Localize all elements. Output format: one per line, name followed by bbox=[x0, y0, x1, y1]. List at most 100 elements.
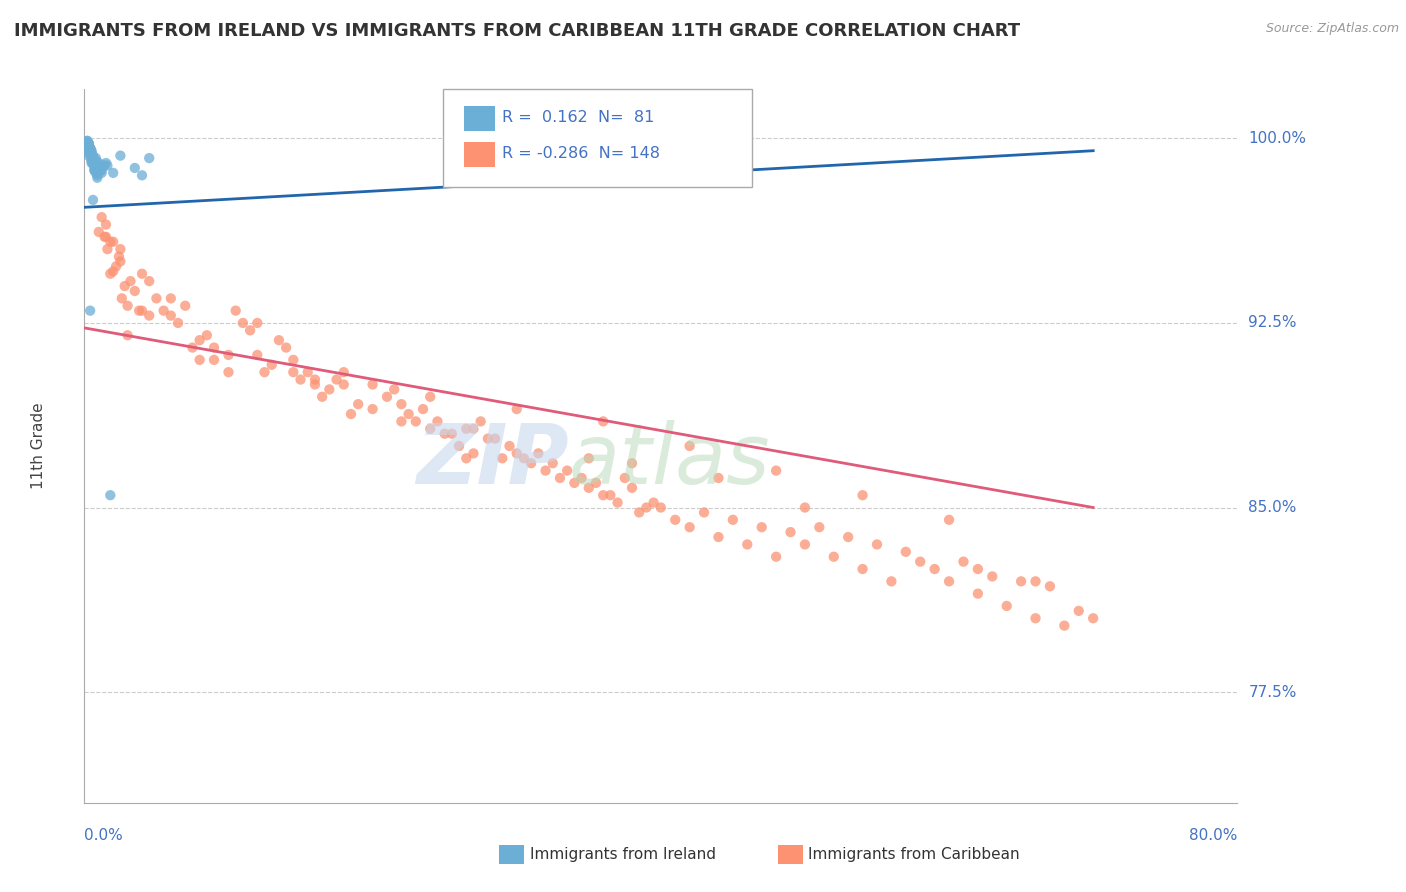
Point bbox=[167, 316, 190, 330]
Point bbox=[117, 328, 139, 343]
Text: Immigrants from Ireland: Immigrants from Ireland bbox=[530, 847, 716, 862]
Point bbox=[571, 471, 593, 485]
Point bbox=[794, 537, 817, 551]
Point bbox=[90, 166, 112, 180]
Point bbox=[86, 170, 108, 185]
Point bbox=[80, 153, 103, 168]
Point bbox=[361, 377, 384, 392]
Point bbox=[405, 414, 427, 428]
Point bbox=[318, 383, 340, 397]
Point bbox=[267, 333, 290, 347]
Point bbox=[693, 505, 716, 519]
Point bbox=[225, 303, 247, 318]
Point bbox=[412, 402, 434, 417]
Point bbox=[347, 397, 370, 411]
Point bbox=[260, 358, 283, 372]
Point bbox=[463, 446, 485, 460]
Point bbox=[995, 599, 1018, 613]
Point bbox=[283, 352, 305, 367]
Point bbox=[84, 159, 107, 173]
Point bbox=[82, 156, 104, 170]
Point bbox=[952, 555, 974, 569]
Point bbox=[276, 341, 298, 355]
Point bbox=[128, 303, 150, 318]
Point bbox=[837, 530, 859, 544]
Point bbox=[79, 146, 101, 161]
Point bbox=[152, 303, 174, 318]
Point bbox=[419, 422, 441, 436]
Point bbox=[239, 323, 262, 337]
Point bbox=[80, 153, 103, 168]
Point bbox=[333, 377, 356, 392]
Point bbox=[721, 513, 744, 527]
Point bbox=[84, 161, 107, 175]
Point bbox=[80, 148, 103, 162]
Point bbox=[80, 146, 103, 161]
Point bbox=[86, 169, 108, 183]
Point bbox=[110, 254, 132, 268]
Text: R =  0.162  N=  81: R = 0.162 N= 81 bbox=[502, 111, 654, 125]
Point bbox=[779, 525, 801, 540]
Point bbox=[246, 348, 269, 362]
Point bbox=[82, 156, 104, 170]
Point bbox=[160, 309, 183, 323]
Point bbox=[96, 159, 118, 173]
Point bbox=[174, 299, 197, 313]
Point bbox=[80, 148, 103, 162]
Point bbox=[1039, 579, 1062, 593]
Point bbox=[664, 513, 686, 527]
Point bbox=[91, 159, 114, 173]
Point bbox=[87, 156, 110, 170]
Point bbox=[87, 161, 110, 175]
Point bbox=[449, 439, 471, 453]
Text: 85.0%: 85.0% bbox=[1249, 500, 1296, 515]
Point bbox=[585, 475, 607, 490]
Point bbox=[87, 225, 110, 239]
Point bbox=[924, 562, 946, 576]
Point bbox=[94, 218, 117, 232]
Point bbox=[232, 316, 254, 330]
Point bbox=[852, 562, 875, 576]
Point bbox=[82, 193, 104, 207]
Point bbox=[880, 574, 903, 589]
Point bbox=[89, 163, 111, 178]
Point bbox=[145, 291, 167, 305]
Point bbox=[1083, 611, 1105, 625]
Point bbox=[340, 407, 363, 421]
Point bbox=[82, 148, 104, 162]
Point bbox=[218, 348, 240, 362]
Point bbox=[1053, 618, 1076, 632]
Point bbox=[246, 316, 269, 330]
Point bbox=[548, 471, 571, 485]
Point bbox=[520, 456, 543, 470]
Point bbox=[470, 414, 492, 428]
Point bbox=[83, 163, 105, 178]
Point bbox=[621, 456, 644, 470]
Text: 11th Grade: 11th Grade bbox=[31, 402, 46, 490]
Point bbox=[82, 156, 104, 170]
Point bbox=[77, 136, 100, 151]
Point bbox=[79, 141, 101, 155]
Point bbox=[463, 422, 485, 436]
Point bbox=[382, 383, 405, 397]
Point bbox=[513, 451, 536, 466]
Point bbox=[77, 138, 100, 153]
Point bbox=[1025, 611, 1047, 625]
Point bbox=[117, 299, 139, 313]
Point bbox=[84, 166, 107, 180]
Point bbox=[398, 407, 420, 421]
Point bbox=[578, 481, 600, 495]
Point bbox=[103, 235, 124, 249]
Point bbox=[555, 464, 578, 478]
Text: 77.5%: 77.5% bbox=[1249, 684, 1296, 699]
Point bbox=[83, 156, 105, 170]
Point bbox=[90, 163, 112, 178]
Point bbox=[440, 426, 463, 441]
Point bbox=[79, 141, 101, 155]
Point bbox=[456, 451, 478, 466]
Point bbox=[103, 264, 124, 278]
Point bbox=[650, 500, 672, 515]
Point bbox=[297, 365, 319, 379]
Point bbox=[86, 163, 108, 178]
Point bbox=[534, 464, 557, 478]
